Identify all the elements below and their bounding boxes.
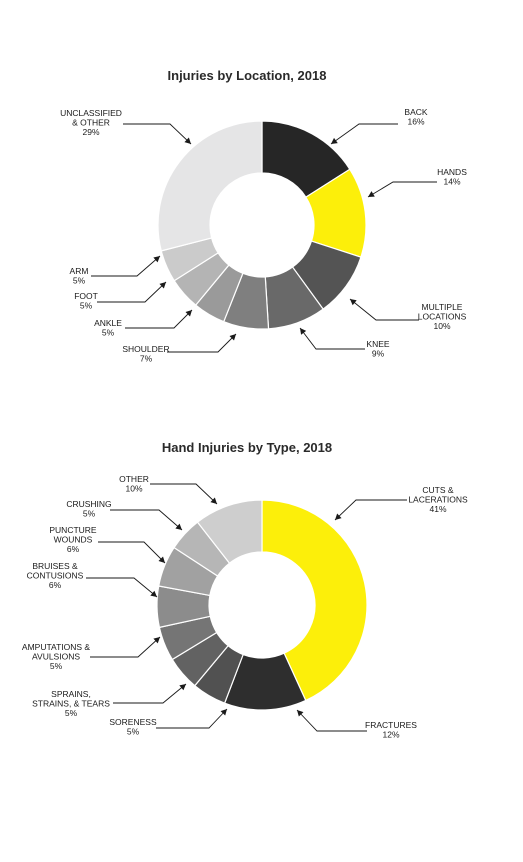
leader-bruises-and-contusions [86, 578, 157, 597]
leader-sprains-strains-and-tears [113, 684, 186, 703]
arrow-back [331, 138, 338, 144]
leader-ankle [125, 310, 192, 328]
label-other: OTHER 10% [119, 474, 149, 494]
label-back: BACK 16% [404, 107, 427, 127]
leader-unclassified-and-other [123, 124, 191, 144]
leader-multiple-locations [350, 299, 419, 320]
leader-back [331, 124, 398, 144]
chart-2-title: Hand Injuries by Type, 2018 [162, 440, 332, 455]
label-soreness: SORENESS 5% [109, 717, 157, 737]
chart-1-title: Injuries by Location, 2018 [168, 68, 327, 83]
arrow-multiple-locations [350, 299, 357, 305]
label-hands: HANDS 14% [437, 167, 467, 187]
donut-injuries-by-location [158, 121, 366, 329]
label-knee: KNEE 9% [366, 339, 389, 359]
label-shoulder: SHOULDER 7% [122, 344, 169, 364]
leader-soreness [156, 709, 227, 728]
donut-hand-injuries-by-type [157, 500, 367, 710]
leader-arm [91, 256, 160, 276]
label-fractures: FRACTURES 12% [365, 720, 417, 740]
leader-hands [368, 182, 437, 197]
label-sprains-strains-and-tears: SPRAINS, STRAINS, & TEARS 5% [32, 689, 110, 718]
label-bruises-and-contusions: BRUISES & CONTUSIONS 6% [27, 561, 84, 590]
leader-cuts-and-lacerations [335, 500, 407, 520]
arrow-bruises-and-contusions [150, 591, 157, 597]
leader-other [150, 484, 217, 504]
label-puncture-wounds: PUNCTURE WOUNDS 6% [49, 525, 97, 554]
arrow-sprains-strains-and-tears [179, 684, 186, 690]
label-cuts-and-lacerations: CUTS & LACERATIONS 41% [408, 485, 468, 514]
arrow-knee [300, 328, 306, 335]
label-crushing: CRUSHING 5% [66, 499, 111, 519]
label-foot: FOOT 5% [74, 291, 98, 311]
leader-crushing [110, 510, 182, 530]
slice-unclassified-and-other [158, 121, 262, 251]
leader-puncture-wounds [98, 542, 165, 563]
leader-shoulder [167, 334, 236, 352]
label-ankle: ANKLE 5% [94, 318, 122, 338]
leader-amputations-and-avulsions [90, 637, 160, 657]
leader-fractures [297, 710, 367, 731]
label-arm: ARM 5% [70, 266, 89, 286]
label-multiple-locations: MULTIPLE LOCATIONS 10% [418, 302, 467, 331]
leader-foot [97, 282, 166, 302]
leader-knee [300, 328, 365, 349]
arrow-hands [368, 191, 375, 197]
label-unclassified-and-other: UNCLASSIFIED & OTHER 29% [60, 108, 122, 137]
label-amputations-and-avulsions: AMPUTATIONS & AVULSIONS 5% [22, 642, 90, 671]
